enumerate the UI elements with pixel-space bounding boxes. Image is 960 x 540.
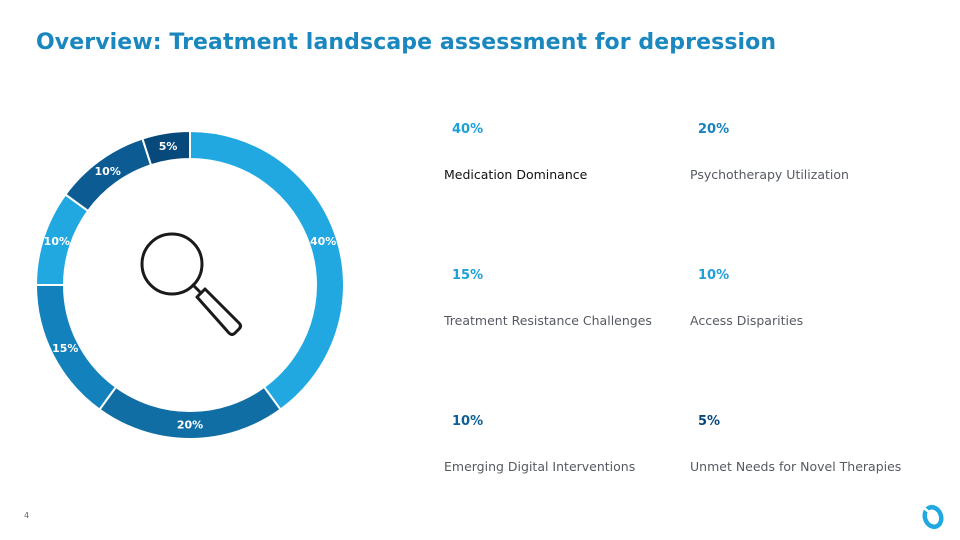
stat-value: 20% [698, 122, 730, 137]
donut-segment [189, 129, 345, 411]
donut-chart: 40% 20% 15% 10% 10% 5% [34, 129, 345, 440]
stat-label: Medication Dominance [444, 167, 588, 182]
donut-data-label: 40% [310, 235, 336, 248]
page-number: 4 [24, 511, 30, 520]
magnifying-glass-icon [140, 232, 242, 336]
brand-logo-icon [922, 504, 944, 530]
donut-data-label: 10% [44, 235, 70, 248]
stat-value: 15% [452, 268, 484, 283]
stat-value: 10% [452, 414, 484, 429]
stat-label: Unmet Needs for Novel Therapies [690, 459, 902, 474]
donut-data-label: 5% [159, 140, 178, 153]
stat-label: Access Disparities [690, 313, 804, 328]
stat-value: 40% [452, 122, 484, 137]
donut-segments [34, 129, 345, 440]
stat-value: 10% [698, 268, 730, 283]
donut-data-label: 20% [177, 419, 203, 432]
donut-segment [141, 129, 191, 167]
donut-data-label: 15% [52, 342, 78, 355]
donut-data-label: 10% [95, 165, 121, 178]
stat-value: 5% [698, 414, 721, 429]
stat-label: Emerging Digital Interventions [444, 459, 636, 474]
stat-label: Treatment Resistance Challenges [444, 313, 652, 328]
page-title: Overview: Treatment landscape assessment… [36, 30, 777, 55]
stat-label: Psychotherapy Utilization [690, 167, 849, 182]
donut-data-labels: 40% 20% 15% 10% 10% 5% [44, 140, 337, 431]
